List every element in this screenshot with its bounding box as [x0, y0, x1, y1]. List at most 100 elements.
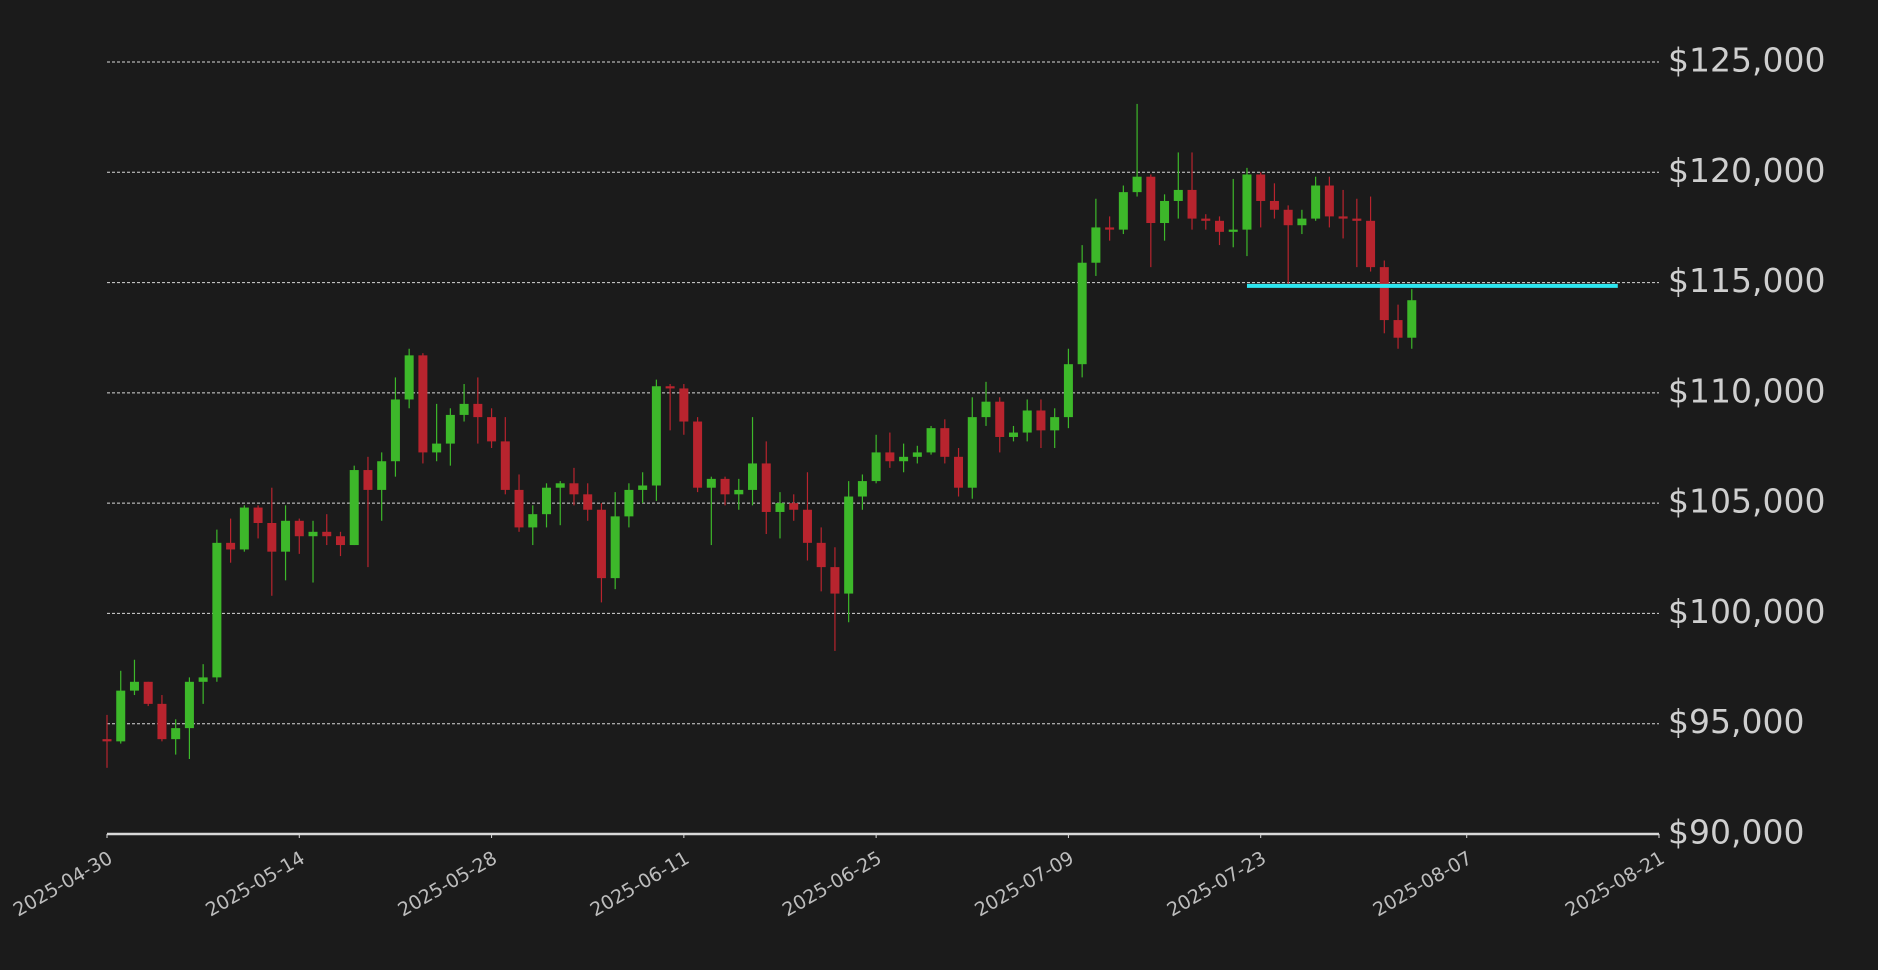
- candle-body: [1160, 200, 1170, 224]
- candle-body: [596, 509, 606, 579]
- candle-body: [665, 386, 675, 389]
- candle-body: [322, 531, 332, 537]
- candle-body: [418, 355, 428, 453]
- candle-body: [761, 463, 771, 512]
- candle-body: [1311, 185, 1321, 219]
- candle-body: [542, 487, 552, 515]
- candle-body: [638, 485, 648, 490]
- candle-body: [967, 417, 977, 488]
- candle-body: [377, 461, 387, 490]
- candle-body: [624, 489, 634, 517]
- candle-body: [1105, 227, 1115, 230]
- candle-body: [857, 481, 867, 497]
- candle-body: [1352, 218, 1362, 221]
- candle-body: [1091, 227, 1101, 263]
- candle-body: [926, 428, 936, 453]
- candle-body: [1324, 185, 1334, 217]
- candle-body: [720, 478, 730, 495]
- candle-body: [1269, 200, 1279, 210]
- candle-body: [1338, 216, 1348, 219]
- candle-body: [871, 452, 881, 482]
- candle-body: [239, 507, 249, 550]
- candle-body: [1214, 220, 1224, 232]
- candle-body: [981, 401, 991, 418]
- candle-body: [706, 478, 716, 488]
- candle-body: [1242, 174, 1252, 230]
- candle-body: [487, 417, 497, 442]
- y-tick-label: $95,000: [1668, 702, 1804, 741]
- candle-body: [1393, 320, 1403, 338]
- candle-body: [1379, 267, 1389, 321]
- candle-body: [569, 483, 579, 495]
- candle-body: [143, 681, 153, 704]
- candle-body: [363, 470, 373, 490]
- candle-body: [899, 456, 909, 462]
- candle-body: [802, 509, 812, 543]
- candle-body: [1118, 192, 1128, 230]
- candle-body: [528, 514, 538, 528]
- candle-body: [308, 531, 318, 537]
- candle-body: [1187, 189, 1197, 219]
- candle-body: [1132, 176, 1142, 193]
- candle-body: [1050, 417, 1060, 431]
- candle-body: [555, 483, 565, 488]
- candle-body: [1063, 364, 1073, 418]
- y-tick-label: $110,000: [1668, 371, 1825, 410]
- candle-body: [1201, 218, 1211, 221]
- y-tick-label: $105,000: [1668, 482, 1825, 521]
- candle-body: [116, 690, 126, 742]
- candle-body: [1297, 218, 1307, 226]
- candle-body: [583, 494, 593, 510]
- y-tick-label: $90,000: [1668, 813, 1804, 852]
- candle-body: [748, 463, 758, 490]
- candle-body: [954, 456, 964, 488]
- candle-body: [102, 739, 112, 742]
- candle-body: [404, 355, 414, 400]
- candle-body: [610, 516, 620, 579]
- candle-body: [1366, 220, 1376, 268]
- candle-body: [445, 414, 455, 444]
- candle-body: [129, 681, 139, 691]
- candle-body: [432, 443, 442, 453]
- candle-body: [335, 536, 345, 546]
- candle-body: [1228, 229, 1238, 232]
- candle-body: [1256, 174, 1266, 201]
- candle-body: [734, 489, 744, 495]
- candle-body: [693, 421, 703, 488]
- candle-body: [1173, 189, 1183, 201]
- candle-body: [349, 470, 359, 546]
- candle-body: [514, 489, 524, 528]
- y-tick-label: $125,000: [1668, 41, 1825, 80]
- y-tick-label: $100,000: [1668, 592, 1825, 631]
- candle-body: [816, 542, 826, 568]
- candle-body: [253, 507, 263, 523]
- candle-body: [651, 386, 661, 486]
- candle-body: [294, 520, 304, 537]
- candle-body: [171, 728, 181, 740]
- candle-body: [1407, 300, 1417, 338]
- candle-body: [281, 520, 291, 552]
- candle-body: [212, 542, 222, 678]
- candle-body: [1077, 262, 1087, 365]
- candle-body: [995, 401, 1005, 437]
- candle-body: [789, 503, 799, 510]
- candle-body: [912, 452, 922, 457]
- candle-body: [1022, 410, 1032, 433]
- candle-body: [226, 542, 236, 550]
- candle-body: [679, 388, 689, 422]
- candle-body: [1283, 209, 1293, 226]
- candle-body: [775, 503, 785, 512]
- candle-body: [184, 681, 194, 729]
- candle-body: [830, 567, 840, 594]
- candle-body: [198, 677, 208, 682]
- y-tick-label: $120,000: [1668, 151, 1825, 190]
- candle-body: [1036, 410, 1046, 431]
- candle-body: [844, 496, 854, 594]
- candle-body: [157, 703, 167, 740]
- candle-body: [459, 403, 469, 415]
- candle-body: [940, 428, 950, 457]
- candle-body: [1146, 176, 1156, 224]
